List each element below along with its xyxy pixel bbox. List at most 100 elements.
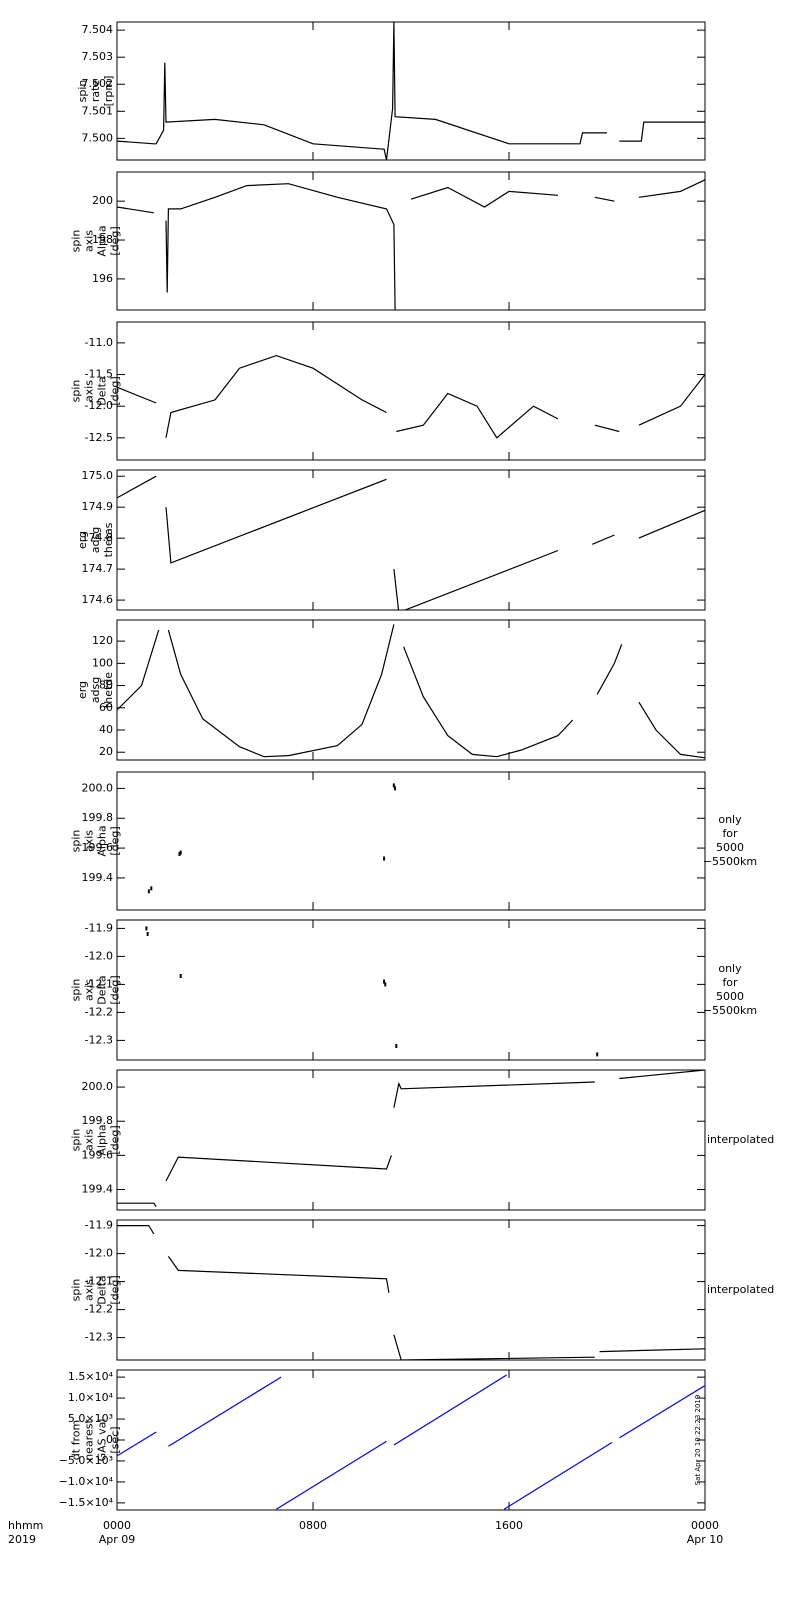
y-axis-label: thetas	[102, 522, 115, 557]
side-note: only	[718, 962, 742, 975]
y-axis-label: [deg]	[109, 975, 122, 1004]
y-tick-label: 174.7	[82, 562, 114, 575]
data-layer	[117, 354, 705, 439]
y-tick-label: 0	[106, 1433, 113, 1446]
y-tick-label: -12.5	[85, 431, 113, 444]
data-layer	[117, 22, 705, 160]
data-point	[179, 974, 182, 978]
y-tick-label: 80	[99, 679, 113, 692]
y-tick-label: -12.3	[85, 1331, 113, 1344]
y-axis-label: spin	[70, 979, 83, 1002]
panel: 20 40 60 80 100 120 erg adsg thetde	[76, 619, 706, 761]
frame	[116, 321, 706, 461]
x-tick-label: 0800	[299, 1519, 327, 1532]
data-line	[117, 22, 705, 160]
y-axis-label: erg	[76, 681, 89, 699]
data-line	[117, 624, 705, 759]
y-tick-label: -12.2	[85, 1303, 113, 1316]
y-tick-label: 174.8	[82, 531, 114, 544]
x-tick-label: 0000	[691, 1519, 719, 1532]
data-line	[117, 179, 705, 310]
panel: 199.4 199.6 199.8 200.0 spin axis Alpha [deg] on…	[70, 771, 757, 911]
y-tick-label: −1.5×10⁴	[59, 1496, 114, 1509]
y-axis-label: axis	[83, 380, 96, 402]
y-axis-label: [deg]	[109, 226, 122, 255]
data-point	[596, 1052, 599, 1057]
y-tick-label: 40	[99, 723, 113, 736]
data-line	[117, 1374, 507, 1457]
y-tick-label: 1.5×10⁴	[68, 1370, 114, 1383]
y-axis-label: [deg]	[109, 376, 122, 405]
panel: -12.3 -12.2 -12.1 -12.0 -11.9 spin axis Delta [d…	[70, 1219, 774, 1361]
y-tick-label: -12.1	[85, 1275, 113, 1288]
x-axis-label: hhmm	[8, 1519, 43, 1532]
frame	[116, 771, 706, 911]
y-tick-label: 200.0	[82, 1080, 114, 1093]
frame	[116, 1369, 706, 1511]
y-axis-label: axis	[83, 979, 96, 1001]
y-axis-label: Delta	[96, 1275, 109, 1304]
y-tick-label: 7.504	[82, 23, 114, 36]
data-point	[395, 1044, 398, 1048]
side-note: 5000	[716, 841, 744, 854]
data-layer	[117, 624, 705, 759]
panel: 7.500 7.501 7.502 7.503 7.504 spin rate [rpm]	[76, 21, 706, 161]
y-tick-label: 200.0	[82, 781, 114, 794]
y-axis-label: [rpm]	[102, 76, 115, 107]
y-tick-label: 199.6	[82, 841, 114, 854]
y-axis-label: spin	[70, 1279, 83, 1302]
y-tick-label: -11.9	[85, 1219, 113, 1232]
y-axis-label: axis	[83, 1279, 96, 1301]
x-tick-date: Apr 09	[99, 1533, 136, 1546]
y-axis-label: erg	[76, 531, 89, 549]
y-tick-label: −5.0×10³	[59, 1454, 113, 1467]
panel: -12.3 -12.2 -12.1 -12.0 -11.9 spin axis Delta [d…	[70, 919, 757, 1061]
y-axis-label: Alpha	[96, 225, 109, 256]
side-note: 5000	[716, 990, 744, 1003]
side-note: for	[722, 827, 738, 840]
y-tick-label: 198	[92, 233, 113, 246]
y-tick-label: 199.4	[82, 871, 114, 884]
y-tick-label: 199.8	[82, 811, 114, 824]
y-axis-label: [deg]	[109, 826, 122, 855]
y-axis-label: spin	[76, 80, 89, 103]
y-tick-label: 199.8	[82, 1114, 114, 1127]
data-line	[117, 1070, 705, 1207]
y-axis-label: spin	[70, 830, 83, 853]
panel: −1.5×10⁴ −1.0×10⁴ −5.0×10³ 0 5.0×10³ 1.0×10⁴ 1…	[59, 1369, 706, 1511]
y-tick-label: 7.501	[82, 104, 114, 117]
side-note: −5500km	[703, 855, 757, 868]
y-tick-label: 200	[92, 194, 113, 207]
y-axis-label: spin	[70, 380, 83, 403]
data-layer	[145, 926, 599, 1057]
y-tick-label: -12.0	[85, 399, 113, 412]
y-tick-label: 120	[92, 634, 113, 647]
data-point	[179, 850, 182, 855]
data-layer	[117, 179, 705, 310]
y-tick-label: -11.5	[85, 368, 113, 381]
y-axis-label: Delta	[96, 975, 109, 1004]
y-tick-label: 7.502	[82, 77, 114, 90]
y-tick-label: 60	[99, 701, 113, 714]
y-axis-label: Alpha	[96, 1124, 109, 1155]
y-tick-label: 196	[92, 272, 113, 285]
y-tick-label: 199.4	[82, 1183, 114, 1196]
timestamp: Sat Apr 20 10:22:23 2019	[694, 1395, 702, 1486]
frame	[116, 919, 706, 1061]
y-axis-label: [deg]	[109, 1275, 122, 1304]
y-axis-label: dt from	[70, 1420, 83, 1460]
y-tick-label: 100	[92, 656, 113, 669]
data-point	[383, 979, 386, 984]
y-tick-label: 199.6	[82, 1148, 114, 1161]
y-tick-label: 5.0×10³	[68, 1412, 113, 1425]
y-tick-label: 1.0×10⁴	[68, 1391, 114, 1404]
x-axis-label: 2019	[8, 1533, 36, 1546]
side-note: for	[722, 976, 738, 989]
y-axis-label: Alpha	[96, 825, 109, 856]
frame	[116, 469, 706, 611]
y-axis-label: [deg]	[109, 1125, 122, 1154]
side-note: only	[718, 813, 742, 826]
y-axis-label: adsg	[89, 677, 102, 703]
data-layer	[117, 1225, 705, 1360]
